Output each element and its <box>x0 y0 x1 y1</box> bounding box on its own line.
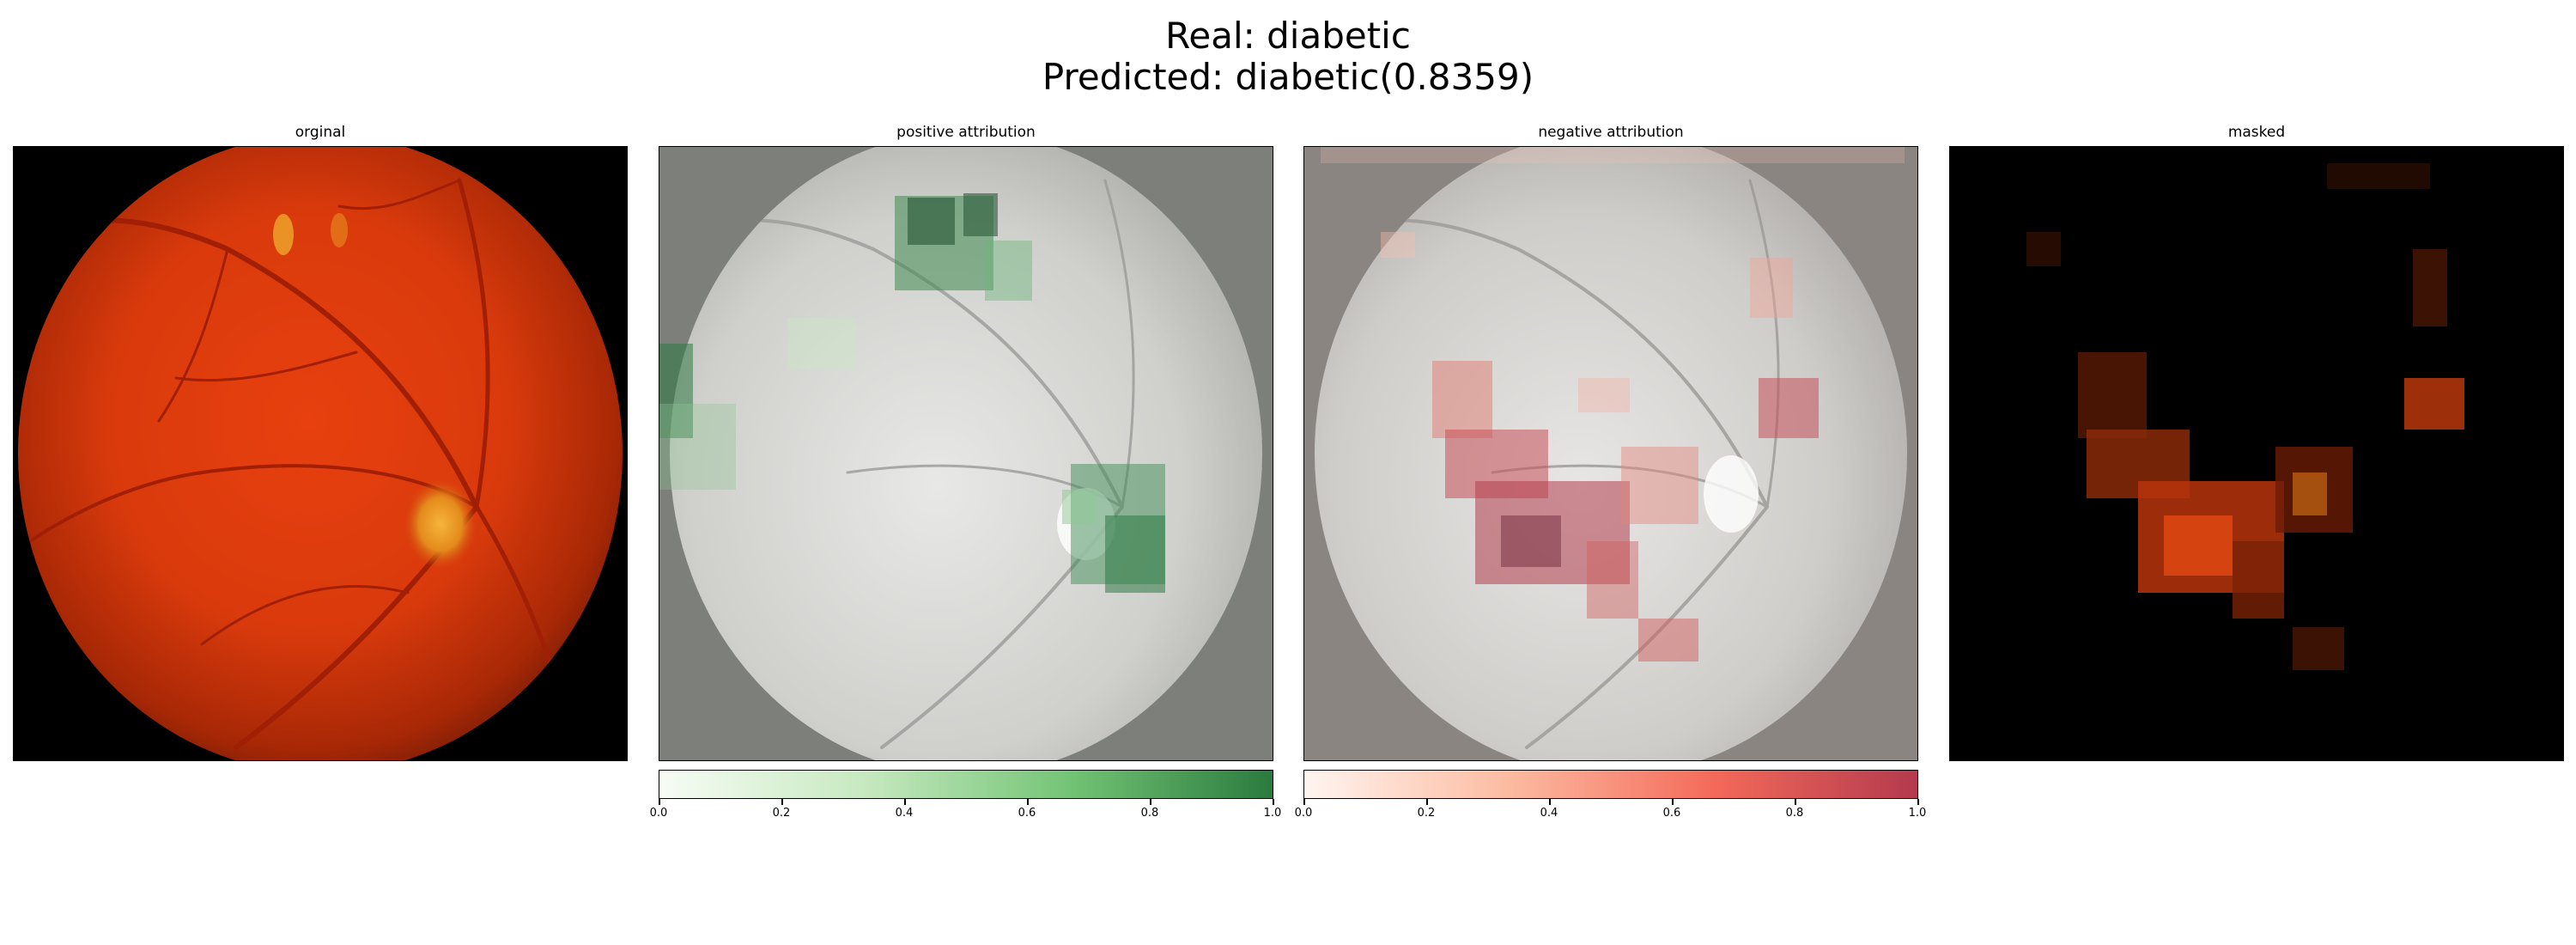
positive-colorbar <box>659 770 1273 799</box>
negative-attribution-heat-regions <box>1321 146 1905 662</box>
panel-title-masked: masked <box>2227 124 2286 141</box>
positive-colorbar-ticks: 0.0 0.2 0.4 0.6 0.8 1.0 <box>650 799 1281 833</box>
positive-attribution-image <box>659 146 1273 761</box>
negative-attribution-image <box>1303 146 1918 761</box>
figure-title-line2: Predicted: diabetic(0.8359) <box>1042 56 1534 98</box>
negative-colorbar-tick-label: 0.0 <box>1294 807 1313 820</box>
positive-colorbar-tick-mark <box>1150 799 1151 805</box>
positive-colorbar-tick-label: 0.6 <box>1018 807 1036 820</box>
positive-colorbar-tick-mark <box>1027 799 1029 805</box>
positive-colorbar-tick-mark <box>781 799 783 805</box>
positive-colorbar-tick-label: 0.8 <box>1140 807 1159 820</box>
negative-colorbar-tick-mark <box>1917 799 1919 805</box>
negative-colorbar-tick-mark <box>1795 799 1796 805</box>
masked-image <box>1949 146 2564 761</box>
positive-colorbar-tick-mark <box>904 799 906 805</box>
negative-colorbar-tick-label: 0.6 <box>1662 807 1681 820</box>
negative-colorbar-tick-label: 0.8 <box>1785 807 1804 820</box>
positive-colorbar-tick-label: 0.4 <box>895 807 914 820</box>
negative-colorbar <box>1303 770 1918 799</box>
negative-colorbar-tick-mark <box>1426 799 1428 805</box>
positive-colorbar-tick-mark <box>1273 799 1274 805</box>
negative-colorbar-tick-label: 0.4 <box>1540 807 1558 820</box>
negative-colorbar-tick-label: 1.0 <box>1908 807 1927 820</box>
original-fundus-image <box>13 146 628 761</box>
negative-colorbar-ticks: 0.0 0.2 0.4 0.6 0.8 1.0 <box>1295 799 1926 833</box>
negative-colorbar-tick-label: 0.2 <box>1417 807 1436 820</box>
positive-colorbar-tick-label: 1.0 <box>1263 807 1282 820</box>
positive-attribution-heat-regions <box>659 193 1165 593</box>
figure-title-line1: Real: diabetic <box>1165 15 1411 57</box>
positive-colorbar-tick-label: 0.2 <box>772 807 791 820</box>
panel-title-negative: negative attribution <box>1538 124 1684 141</box>
positive-colorbar-tick-label: 0.0 <box>649 807 668 820</box>
positive-colorbar-tick-mark <box>659 799 660 805</box>
negative-colorbar-tick-mark <box>1672 799 1674 805</box>
panel-title-positive: positive attribution <box>896 124 1036 141</box>
panel-title-original: orginal <box>295 124 346 141</box>
negative-colorbar-tick-mark <box>1303 799 1305 805</box>
masked-visible-regions <box>2026 163 2464 670</box>
negative-colorbar-tick-mark <box>1549 799 1551 805</box>
